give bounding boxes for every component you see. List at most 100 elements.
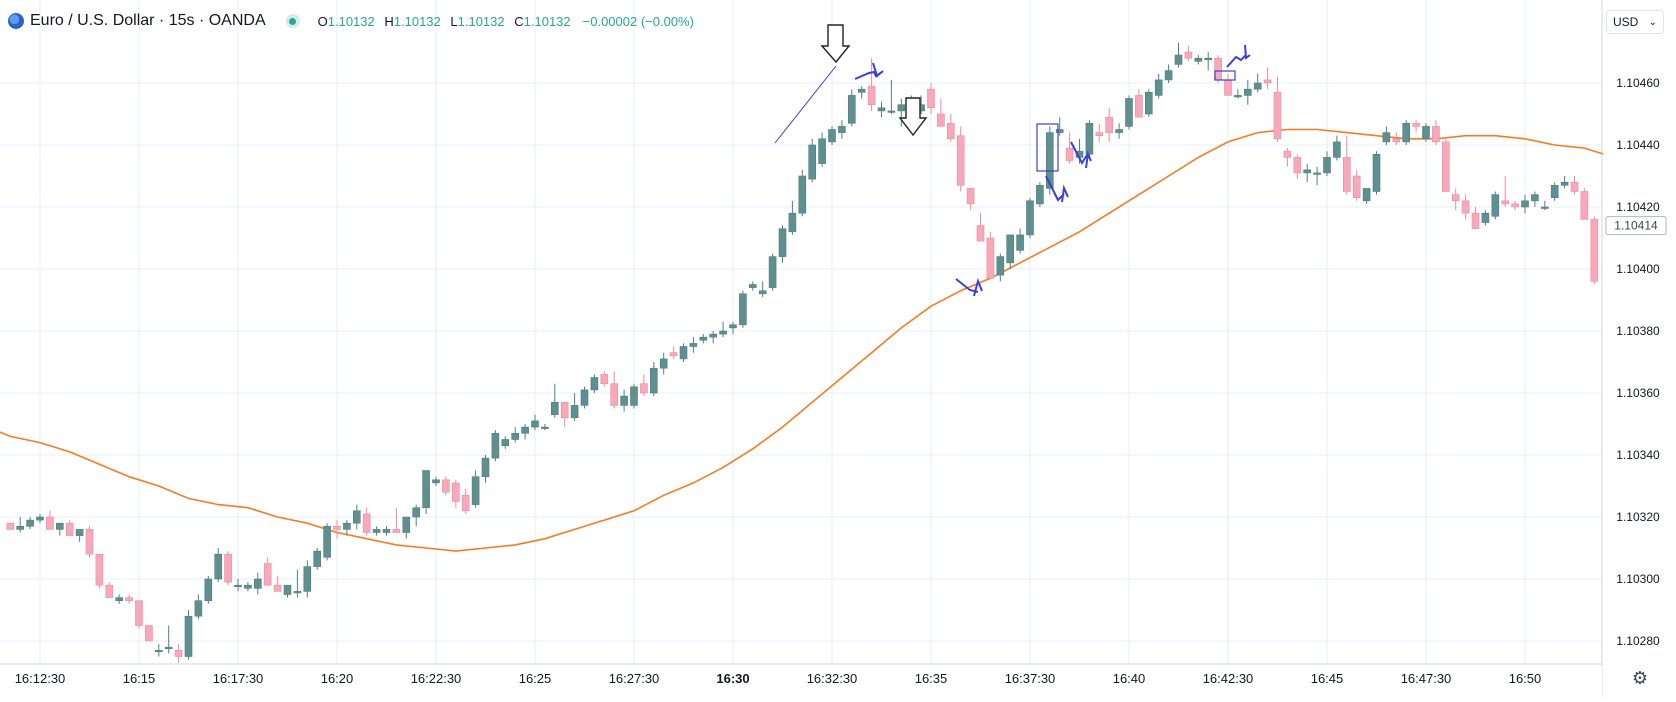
candle-body	[996, 256, 1005, 276]
time-tick-label: 16:30	[716, 671, 749, 686]
candle-body	[1323, 157, 1331, 174]
candle-body	[1362, 188, 1371, 202]
candle-body	[263, 563, 272, 586]
candle-body	[254, 578, 262, 589]
candle-up	[1333, 135, 1341, 161]
candle-body	[1164, 70, 1173, 81]
candle-body	[362, 513, 371, 533]
candle-down	[956, 126, 965, 192]
candle-up	[422, 470, 430, 514]
candle-body	[847, 95, 856, 124]
highlight-box-2	[1214, 70, 1236, 81]
candle-body	[739, 293, 747, 326]
candle-body	[1303, 169, 1311, 174]
candle-body	[1511, 203, 1519, 208]
candle-body	[481, 457, 490, 478]
candle-up	[55, 522, 64, 536]
candle-up	[590, 374, 599, 393]
candle-body	[1560, 181, 1569, 186]
currency-select[interactable]: USD ⌄	[1606, 10, 1664, 34]
candle-body	[184, 615, 193, 657]
candle-up	[748, 281, 757, 291]
candle-body	[55, 522, 64, 530]
candle-body	[1372, 154, 1381, 192]
candle-body	[590, 377, 599, 391]
pen-up-arrow-1	[955, 277, 983, 297]
candle-body	[511, 432, 520, 440]
candle-up	[491, 430, 500, 462]
price-tick-label: 1.10300	[1616, 572, 1660, 586]
candle-body	[897, 104, 906, 112]
candle-body	[877, 107, 886, 112]
candle-up	[481, 455, 490, 483]
candle-body	[570, 405, 579, 419]
candle-body	[857, 88, 866, 93]
candle-down	[125, 594, 133, 604]
candle-body	[1422, 126, 1430, 140]
candle-body	[709, 333, 718, 338]
candle-body	[1402, 123, 1410, 143]
candle-body	[1046, 132, 1054, 189]
candle-body	[560, 401, 569, 419]
candle-down	[560, 401, 569, 428]
candle-up	[1244, 79, 1252, 105]
candle-body	[471, 476, 480, 505]
candle-body	[1263, 79, 1272, 84]
candle-up	[1491, 191, 1500, 220]
candle-down	[65, 520, 74, 536]
candle-up	[798, 169, 807, 217]
candle-body	[323, 525, 331, 558]
grid	[0, 0, 1603, 697]
candle-body	[1382, 132, 1391, 143]
price-tick-label: 1.10320	[1616, 510, 1660, 524]
candle-body	[1531, 194, 1539, 202]
candle-body	[600, 374, 609, 384]
market-open-icon	[285, 14, 300, 28]
candle-down	[174, 644, 183, 663]
down-arrow-outline-2	[898, 97, 928, 137]
candle-up	[343, 520, 351, 536]
candle-body	[1194, 57, 1203, 62]
candle-body	[956, 135, 965, 186]
pen-up-arrow-2	[1045, 175, 1069, 203]
time-tick-label: 16:37:30	[1005, 671, 1056, 686]
time-tick-label: 16:35	[915, 671, 948, 686]
candle-body	[1244, 88, 1252, 96]
symbol-legend: Euro / U.S. Dollar · 15s · OANDA O1.1013…	[8, 10, 694, 32]
candle-body	[1006, 234, 1015, 264]
symbol-title[interactable]: Euro / U.S. Dollar · 15s · OANDA	[30, 12, 266, 29]
candle-body	[1184, 51, 1193, 59]
candle-down	[610, 371, 619, 409]
candle-body	[155, 649, 163, 653]
candle-body	[392, 529, 401, 533]
candle-up	[402, 516, 411, 539]
candle-up	[26, 517, 34, 530]
candle-body	[620, 395, 628, 406]
candle-body	[818, 138, 826, 164]
symbol-logo-icon[interactable]	[8, 13, 24, 29]
candle-down	[1442, 138, 1450, 192]
candle-body	[1283, 150, 1292, 158]
candle-body	[679, 346, 688, 360]
candle-down	[95, 553, 104, 589]
candle-body	[115, 597, 123, 601]
gear-icon[interactable]: ⚙	[1631, 668, 1649, 688]
candle-body	[1095, 132, 1104, 137]
price-tick-label: 1.10360	[1616, 386, 1660, 400]
candle-up	[1422, 123, 1430, 142]
candle-up	[570, 393, 579, 421]
candle-body	[531, 420, 539, 428]
candle-down	[1224, 73, 1232, 96]
candle-body	[85, 529, 94, 555]
candle-down	[1343, 135, 1351, 195]
candle-up	[323, 523, 331, 561]
candle-up	[164, 625, 173, 654]
candle-down	[442, 476, 450, 496]
time-tick-label: 16:40	[1113, 671, 1146, 686]
candle-down	[976, 213, 985, 242]
candle-body	[1234, 95, 1242, 98]
candle-body	[778, 228, 787, 257]
candle-body	[1224, 79, 1232, 96]
